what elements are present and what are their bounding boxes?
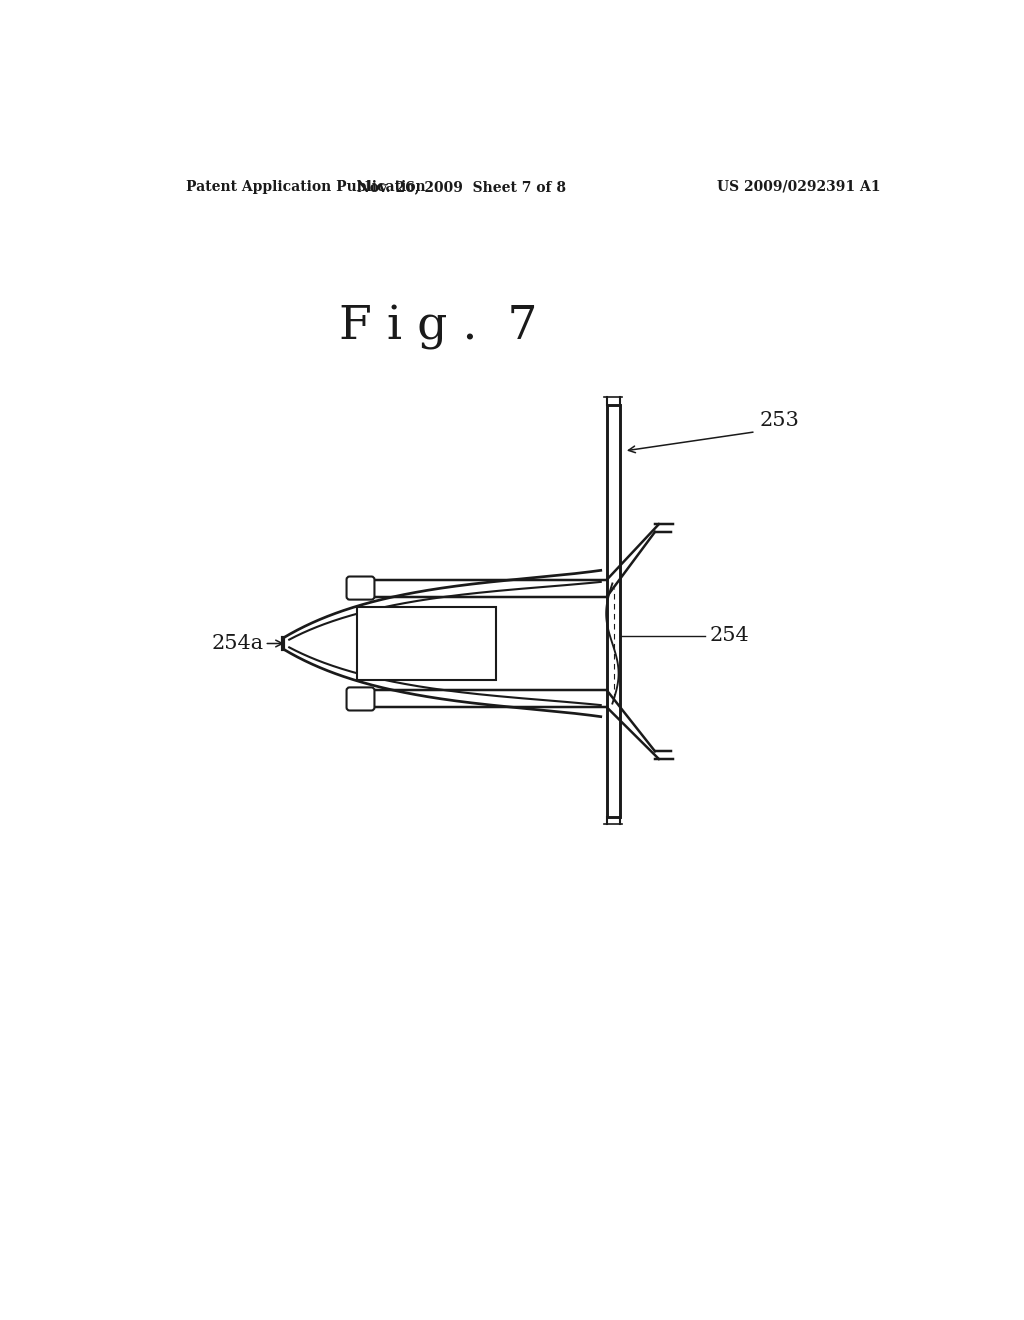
- Bar: [607, 405, 621, 817]
- Text: Patent Application Publication: Patent Application Publication: [186, 180, 426, 194]
- Text: 253: 253: [760, 411, 800, 430]
- Text: 254a: 254a: [212, 634, 264, 653]
- Bar: [356, 607, 496, 680]
- Text: US 2009/0292391 A1: US 2009/0292391 A1: [717, 180, 881, 194]
- FancyBboxPatch shape: [346, 577, 375, 599]
- Text: F i g .  7: F i g . 7: [339, 305, 538, 350]
- Text: 254: 254: [710, 626, 749, 645]
- FancyBboxPatch shape: [346, 688, 375, 710]
- Text: Nov. 26, 2009  Sheet 7 of 8: Nov. 26, 2009 Sheet 7 of 8: [356, 180, 565, 194]
